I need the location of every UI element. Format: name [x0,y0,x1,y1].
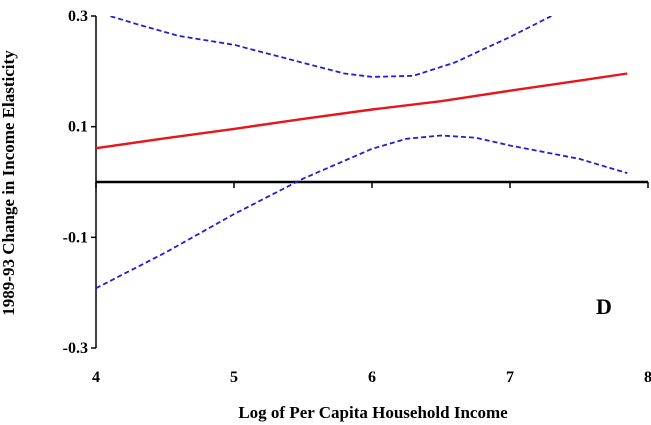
y-tick-label: 0.3 [68,8,88,25]
panel-label: D [596,294,612,319]
tick-layer: 0.3 0.1 -0.1 -0.34 5 6 7 8 [63,8,651,386]
x-tick-label: 6 [368,369,376,386]
series-estimate [96,72,628,150]
x-tick-label: 7 [506,369,514,386]
y-tick-label: -0.3 [63,340,88,357]
series-upper-band [107,16,552,78]
x-tick-label: 8 [644,369,651,386]
y-tick-label: 0.1 [68,119,88,136]
x-tick-label: 5 [230,369,238,386]
x-axis-title: Log of Per Capita Household Income [238,403,508,422]
x-tick-label: 4 [92,369,100,386]
series-lower-band [96,134,628,290]
y-tick-label: -0.1 [63,229,88,246]
y-axis-title: 1989-93 Change in Income Elasticity [0,50,18,316]
series-layer [96,16,628,290]
